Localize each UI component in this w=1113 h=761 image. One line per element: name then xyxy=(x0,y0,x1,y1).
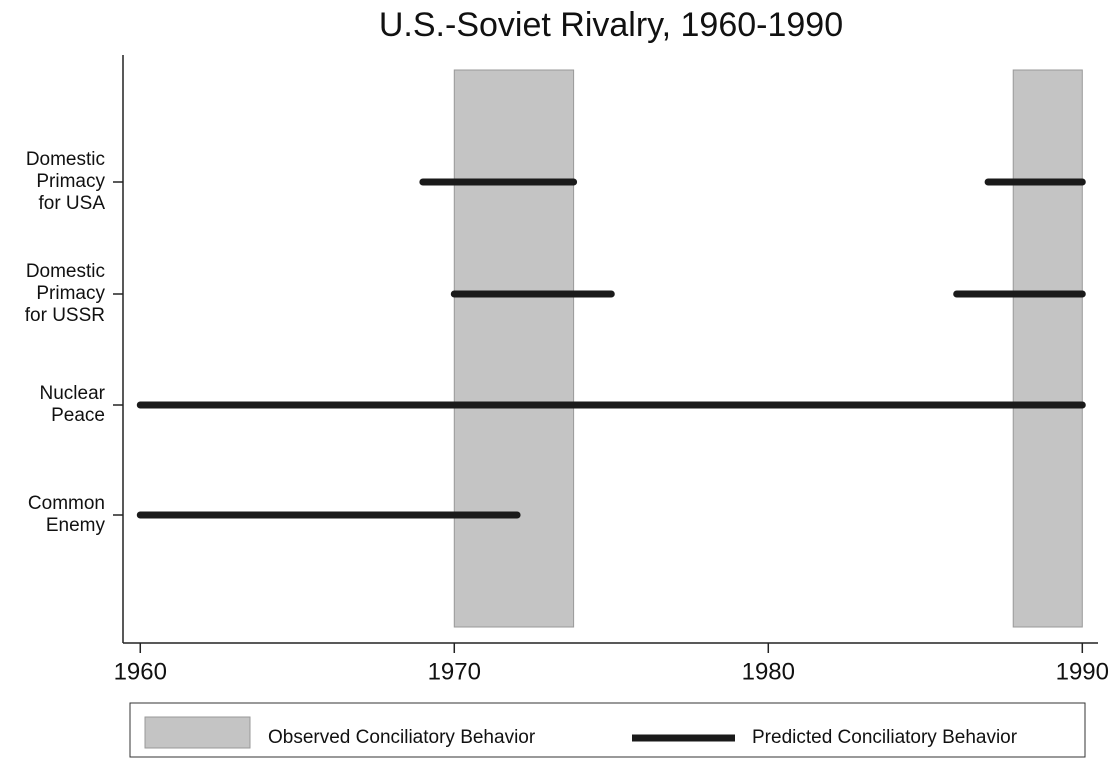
x-tick-label: 1980 xyxy=(742,658,795,685)
observed-span xyxy=(453,69,575,628)
y-tick-label: Nuclear xyxy=(40,383,106,404)
y-tick-label: Primacy xyxy=(36,171,105,192)
chart-title: U.S.-Soviet Rivalry, 1960-1990 xyxy=(379,6,843,44)
x-tick-label: 1960 xyxy=(114,658,167,685)
legend-swatch xyxy=(144,716,251,749)
legend-label: Observed Conciliatory Behavior xyxy=(268,727,536,748)
y-tick-label: Primacy xyxy=(36,283,105,304)
y-tick-label: Domestic xyxy=(26,261,105,282)
y-tick-label: Domestic xyxy=(26,149,105,170)
y-tick-label: Peace xyxy=(51,405,105,426)
observed-span xyxy=(1012,69,1083,628)
y-tick-label: Common xyxy=(28,493,105,514)
x-tick-label: 1990 xyxy=(1056,658,1109,685)
legend-box xyxy=(129,702,1086,758)
y-tick-label: for USSR xyxy=(25,305,105,326)
y-tick-label: Enemy xyxy=(46,515,106,536)
x-tick-label: 1970 xyxy=(428,658,481,685)
legend-label: Predicted Conciliatory Behavior xyxy=(752,727,1018,748)
y-tick-label: for USA xyxy=(38,193,105,214)
